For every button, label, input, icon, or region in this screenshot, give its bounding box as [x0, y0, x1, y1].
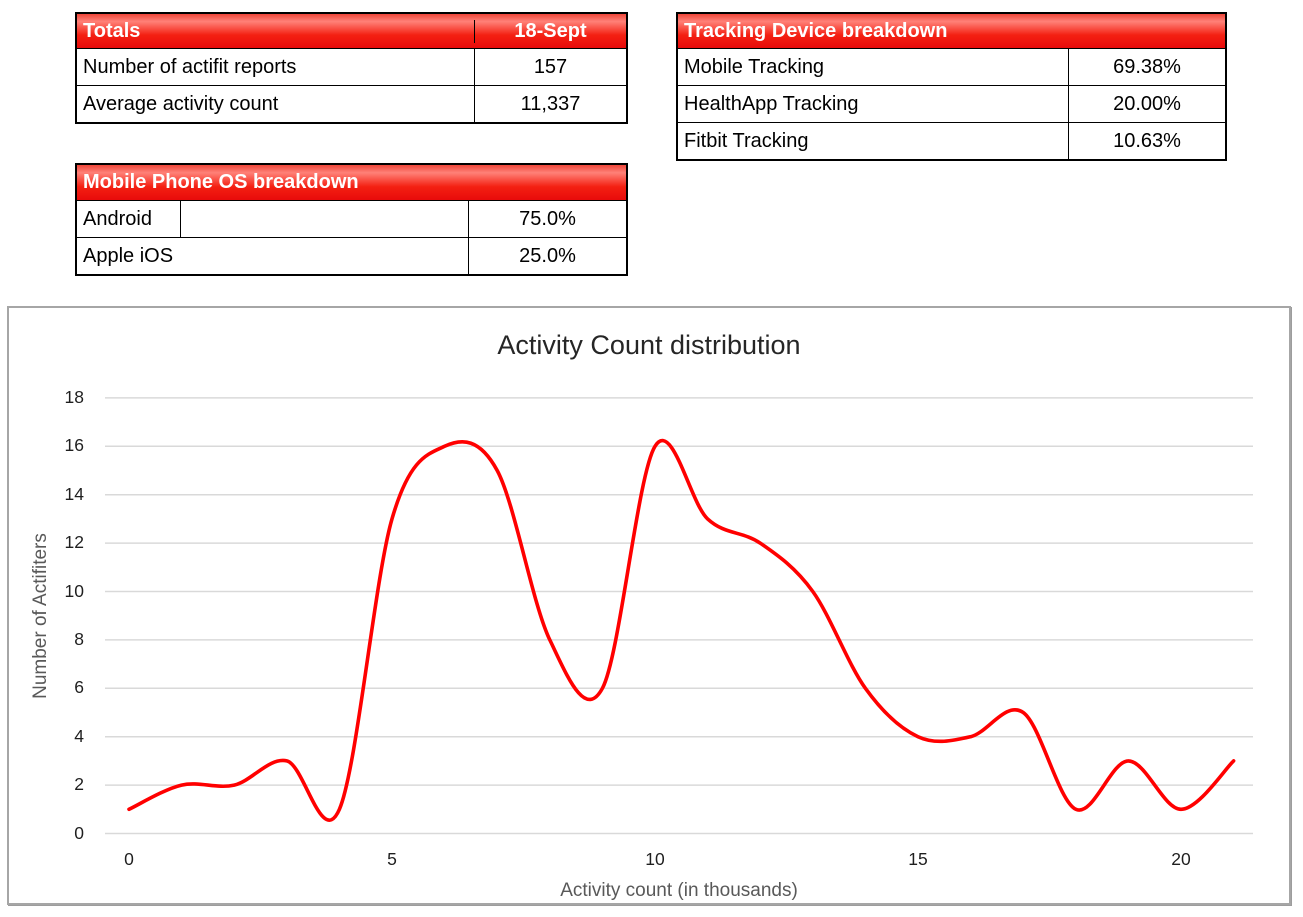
- mobile-os-table: Mobile Phone OS breakdown Android 75.0% …: [75, 163, 628, 276]
- row-value: 75.0%: [468, 201, 626, 237]
- activity-distribution-chart: Activity Count distribution Number of Ac…: [7, 306, 1291, 905]
- y-tick-label: 2: [74, 774, 84, 795]
- x-tick-label: 5: [387, 849, 397, 869]
- y-tick-label: 8: [74, 628, 84, 649]
- totals-table: Totals 18-Sept Number of actifit reports…: [75, 12, 628, 124]
- table-row: Apple iOS 25.0%: [77, 237, 626, 274]
- y-tick-label: 18: [64, 386, 84, 407]
- totals-header-label: Totals: [83, 19, 141, 42]
- totals-header-date: 18-Sept: [474, 19, 626, 43]
- row-value: 20.00%: [1068, 86, 1225, 122]
- table-row: Mobile Tracking 69.38%: [678, 48, 1225, 85]
- row-label: Number of actifit reports: [83, 55, 297, 78]
- chart-canvas: [105, 397, 1253, 835]
- x-tick-label: 15: [908, 849, 928, 869]
- row-label: HealthApp Tracking: [684, 92, 859, 115]
- y-tick-label: 16: [64, 435, 84, 456]
- table-row: HealthApp Tracking 20.00%: [678, 85, 1225, 122]
- tracking-header-label: Tracking Device breakdown: [684, 19, 948, 42]
- row-label: Mobile Tracking: [684, 55, 825, 78]
- row-label: Average activity count: [83, 92, 279, 115]
- tracking-device-table: Tracking Device breakdown Mobile Trackin…: [676, 12, 1227, 161]
- row-label: Android: [77, 201, 468, 237]
- table-row: Number of actifit reports 157: [77, 48, 626, 85]
- row-value: 157: [474, 49, 626, 85]
- row-label: Apple iOS: [83, 244, 174, 267]
- x-axis-title: Activity count (in thousands): [560, 880, 798, 901]
- activity-curve: [127, 438, 1236, 822]
- os-header-label: Mobile Phone OS breakdown: [83, 171, 359, 193]
- y-tick-label: 12: [64, 532, 84, 553]
- row-value: 69.38%: [1068, 49, 1225, 85]
- chart-title: Activity Count distribution: [497, 330, 801, 360]
- android-cell: Android: [77, 201, 181, 237]
- table-row: Average activity count 11,337: [77, 85, 626, 122]
- row-value: 10.63%: [1068, 123, 1225, 159]
- x-tick-label: 10: [645, 849, 665, 869]
- row-value: 11,337: [474, 86, 626, 122]
- y-tick-label: 4: [74, 725, 84, 746]
- x-tick-label: 0: [124, 849, 134, 869]
- y-tick-label: 14: [64, 483, 84, 504]
- x-tick-label: 20: [1171, 849, 1191, 869]
- row-label: Fitbit Tracking: [684, 129, 809, 152]
- y-tick-label: 6: [74, 677, 84, 698]
- y-tick-label: 10: [64, 580, 84, 601]
- y-tick-label: 0: [74, 822, 84, 843]
- table-row: Android 75.0%: [77, 200, 626, 237]
- table-row: Fitbit Tracking 10.63%: [678, 122, 1225, 159]
- y-axis-title: Number of Actifiters: [30, 533, 51, 699]
- totals-table-header: Totals 18-Sept: [77, 14, 626, 48]
- tracking-table-header: Tracking Device breakdown: [678, 14, 1225, 48]
- os-table-header: Mobile Phone OS breakdown: [77, 165, 626, 200]
- row-value: 25.0%: [468, 238, 626, 274]
